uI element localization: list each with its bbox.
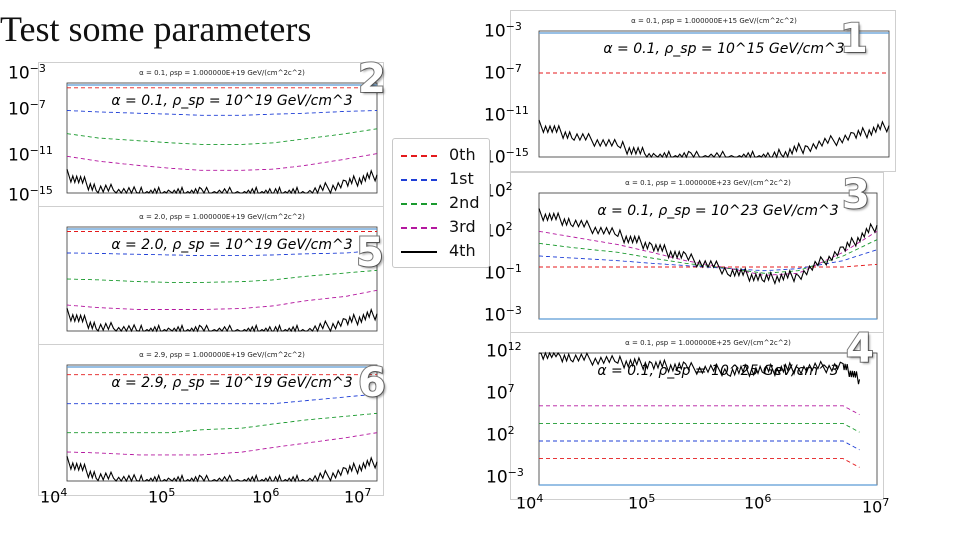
chart-panel-1: α = 0.1, ρsp = 1.000000E+15 GeV/(cm^2c^2…: [510, 10, 896, 172]
mid-y-label-3: 10−11: [484, 104, 529, 126]
series-line-4th: [66, 455, 378, 483]
mid-y-label-4: 10−15: [484, 146, 529, 168]
chart-panel-5: α = 2.0, ρsp = 1.000000E+19 GeV/(cm^2c^2…: [38, 206, 384, 346]
right-x-label-4: 107: [862, 496, 890, 517]
series-line-2nd: [66, 128, 378, 145]
legend-label: 0th: [449, 145, 476, 164]
series-line-0th: [539, 458, 860, 468]
mid-y-label-1: 10−3: [484, 20, 522, 42]
series-line-1st: [66, 110, 378, 116]
chart-annotation: α = 0.1, ρ_sp = 10^25 GeV/cm^3: [597, 363, 838, 379]
series-line-2nd: [67, 412, 378, 434]
chart-svg: α = 0.1, ρsp = 1.000000E+23 GeV/(cm^2c^2…: [538, 179, 878, 320]
series-line-3rd: [66, 289, 378, 310]
right-y-label-2: 107: [486, 382, 515, 404]
series-line-2nd: [66, 269, 378, 283]
chart-annotation: α = 0.1, ρ_sp = 10^19 GeV/cm^3: [111, 93, 352, 109]
chart-svg: α = 0.1, ρsp = 1.000000E+25 GeV/(cm^2c^2…: [538, 339, 878, 486]
series-line-3rd: [66, 432, 378, 456]
panel-number-4: 4: [845, 325, 875, 373]
chart-title: α = 0.1, ρsp = 1.000000E+15 GeV/(cm^2c^2…: [631, 17, 797, 25]
chart-annotation: α = 2.9, ρ_sp = 10^19 GeV/cm^3: [111, 375, 352, 391]
chart-annotation: α = 2.0, ρ_sp = 10^19 GeV/cm^3: [111, 237, 352, 253]
left-y-label-1: 10−3: [8, 62, 46, 84]
legend-item: 2nd: [401, 193, 485, 215]
mid-y-label-7: 10−1: [484, 262, 522, 284]
right-y-label-4: 10−3: [486, 466, 524, 488]
panel-number-2: 2: [357, 55, 387, 103]
series-line-3rd: [539, 405, 860, 415]
legend-swatch: [401, 155, 437, 157]
series-line-1st: [67, 249, 378, 257]
panel-number-5: 5: [355, 229, 385, 277]
right-x-label-3: 106: [744, 492, 772, 513]
chart-svg: α = 2.0, ρsp = 1.000000E+19 GeV/(cm^2c^2…: [66, 213, 378, 333]
series-line-2nd: [539, 422, 860, 433]
panel-number-1: 1: [839, 15, 869, 63]
series-line-4th: [538, 208, 878, 286]
chart-svg: α = 0.1, ρsp = 1.000000E+15 GeV/(cm^2c^2…: [538, 17, 890, 159]
left-y-label-2: 10−7: [8, 98, 46, 120]
series-line-1st: [539, 440, 860, 451]
chart-title: α = 0.1, ρsp = 1.000000E+19 GeV/(cm^2c^2…: [139, 69, 305, 77]
chart-title: α = 2.0, ρsp = 1.000000E+19 GeV/(cm^2c^2…: [139, 213, 305, 221]
left-x-label-3: 106: [252, 486, 280, 507]
left-y-label-4: 10−15: [8, 184, 53, 206]
series-line-4th: [538, 119, 890, 159]
legend-swatch: [401, 251, 437, 253]
chart-panel-2: α = 0.1, ρsp = 1.000000E+19 GeV/(cm^2c^2…: [38, 62, 384, 208]
chart-svg: α = 0.1, ρsp = 1.000000E+19 GeV/(cm^2c^2…: [66, 69, 378, 195]
chart-annotation: α = 0.1, ρ_sp = 10^15 GeV/cm^3: [603, 41, 844, 57]
chart-panel-6: α = 2.9, ρsp = 1.000000E+19 GeV/(cm^2c^2…: [38, 344, 384, 496]
chart-title: α = 2.9, ρsp = 1.000000E+19 GeV/(cm^2c^2…: [139, 351, 305, 359]
series-line-4th: [538, 351, 861, 385]
chart-panel-3: α = 0.1, ρsp = 1.000000E+23 GeV/(cm^2c^2…: [510, 172, 884, 334]
left-x-label-4: 107: [344, 486, 372, 507]
left-y-label-3: 10−11: [8, 144, 53, 166]
panel-number-6: 6: [357, 359, 387, 407]
legend-item: 0th: [401, 145, 485, 167]
series-line-4th: [66, 307, 378, 333]
chart-title: α = 0.1, ρsp = 1.000000E+25 GeV/(cm^2c^2…: [625, 339, 791, 347]
series-line-4th: [66, 168, 378, 195]
chart-panel-4: α = 0.1, ρsp = 1.000000E+25 GeV/(cm^2c^2…: [510, 332, 884, 500]
chart-title: α = 0.1, ρsp = 1.000000E+23 GeV/(cm^2c^2…: [625, 179, 791, 187]
legend-label: 2nd: [449, 193, 480, 212]
panel-number-3: 3: [841, 171, 871, 219]
series-line-1st: [67, 393, 378, 405]
right-x-label-2: 105: [628, 492, 656, 513]
legend-item: 3rd: [401, 217, 485, 239]
legend: 0th 1st 2nd 3rd 4th: [392, 138, 490, 268]
chart-svg: α = 2.9, ρsp = 1.000000E+19 GeV/(cm^2c^2…: [66, 351, 378, 483]
right-y-label-1: 1012: [486, 340, 522, 362]
series-line-3rd: [66, 153, 378, 171]
series-line-3rd: [538, 230, 878, 276]
mid-y-label-2: 10−7: [484, 62, 522, 84]
legend-label: 1st: [449, 169, 474, 188]
chart-annotation: α = 0.1, ρ_sp = 10^23 GeV/cm^3: [597, 203, 838, 219]
legend-swatch: [401, 227, 437, 229]
legend-swatch: [401, 179, 437, 181]
mid-y-label-8: 10−3: [484, 304, 522, 326]
legend-label: 4th: [449, 241, 476, 260]
right-y-label-3: 102: [486, 424, 515, 446]
legend-item: 1st: [401, 169, 485, 191]
legend-item: 4th: [401, 241, 485, 263]
left-x-label-2: 105: [148, 486, 176, 507]
legend-swatch: [401, 203, 437, 205]
left-x-label-1: 104: [40, 486, 68, 507]
slide-title: Test some parameters: [0, 9, 312, 49]
right-x-label-1: 104: [516, 492, 544, 513]
legend-label: 3rd: [449, 217, 476, 236]
